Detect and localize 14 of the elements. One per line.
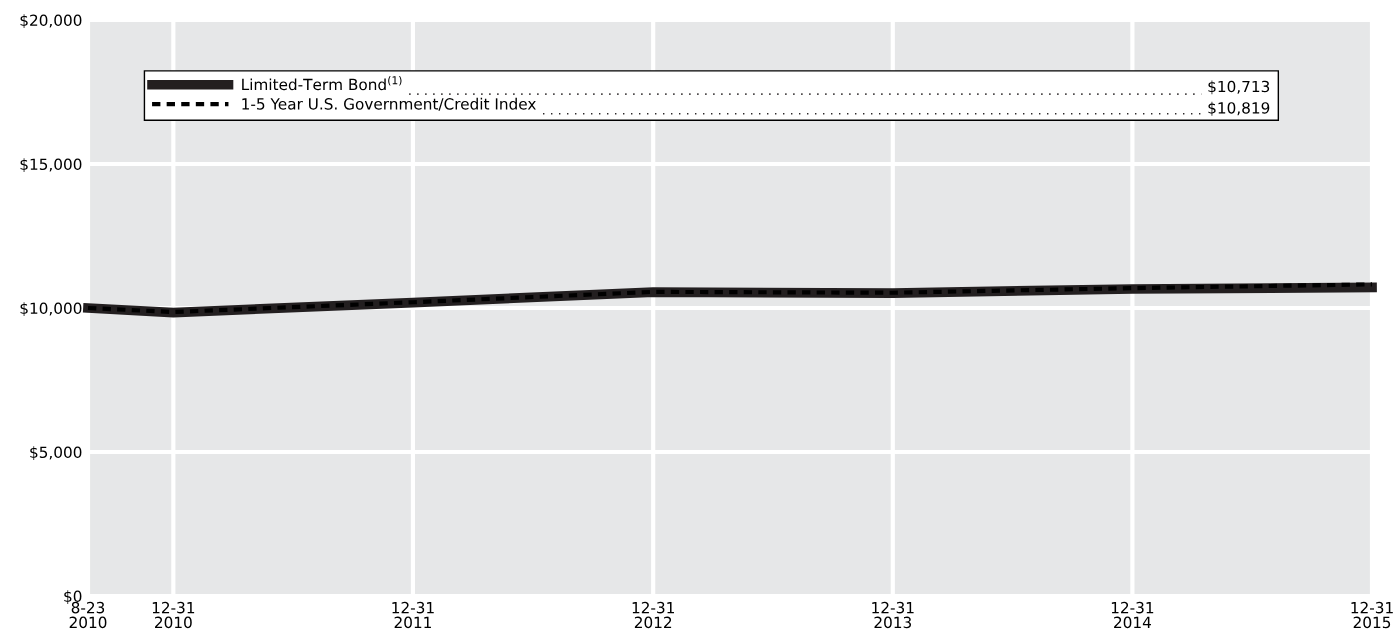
x-tick-label: 12-31 2014	[1111, 601, 1154, 629]
x-tick-label: 12-31 2013	[872, 601, 914, 629]
annotation: $10,713	[1208, 80, 1270, 95]
legend-label: 1-5 Year U.S. Government/Credit Index	[242, 97, 536, 111]
legend-label: Limited-Term Bond$^{(1)}$	[242, 76, 402, 91]
annotation: $10,819	[1208, 101, 1270, 116]
y-tick-label: $15,000	[20, 158, 82, 173]
x-tick-label: 12-31 2011	[392, 601, 434, 629]
x-tick-label: 12-31 2010	[152, 601, 195, 629]
y-tick-label: $20,000	[20, 14, 82, 29]
y-tick-label: $10,000	[20, 302, 82, 317]
y-tick-label: $5,000	[30, 446, 82, 461]
x-tick-label: 12-31 2012	[632, 601, 674, 629]
x-tick-label: 12-31 2015	[1351, 601, 1393, 629]
